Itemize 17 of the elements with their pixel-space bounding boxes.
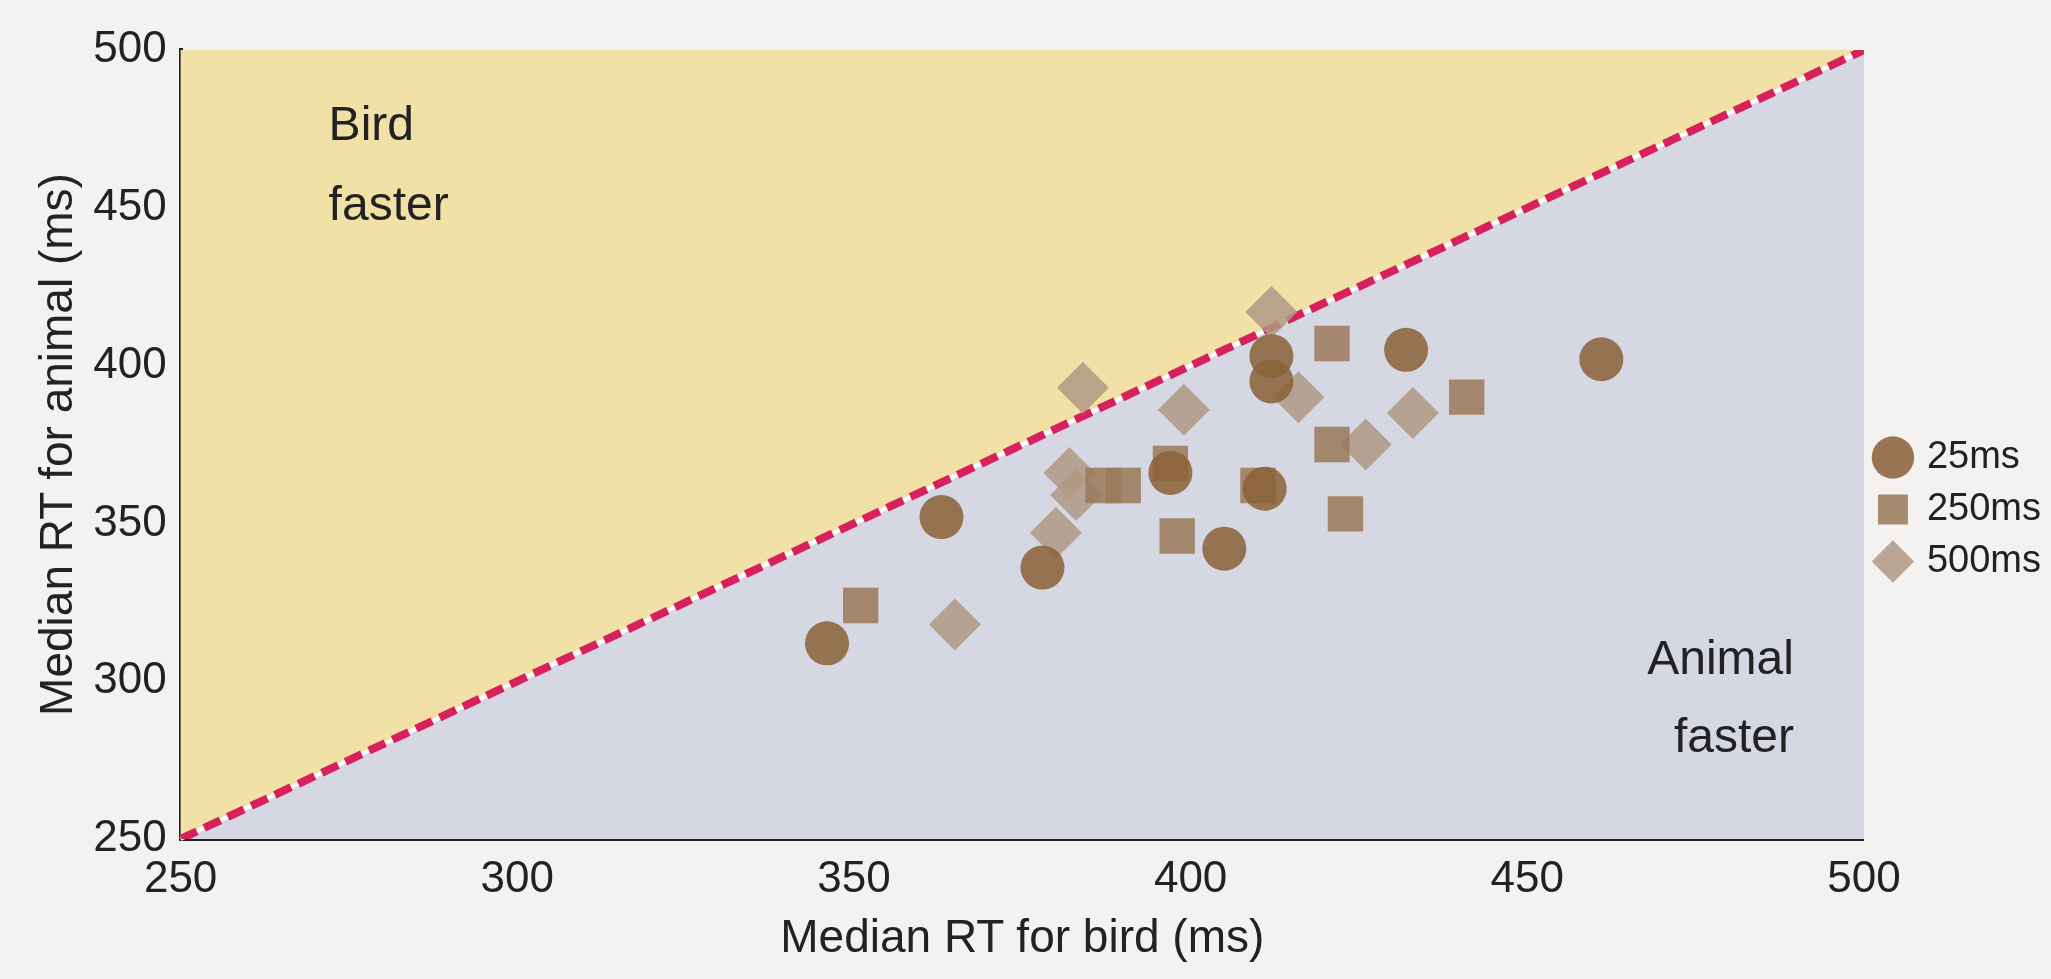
annotation: Animal faster (1647, 631, 1794, 762)
y-tick-label: 500 (93, 22, 167, 72)
y-tick-label: 300 (93, 653, 167, 703)
y-tick-label: 450 (93, 179, 167, 229)
x-axis-title: Median RT for bird (ms) (780, 910, 1265, 963)
x-tick-label: 500 (1827, 851, 1901, 901)
legend-label: 25ms (1926, 433, 2020, 476)
x-tick-label: 400 (1153, 851, 1228, 901)
x-tick-label: 300 (480, 851, 554, 901)
y-tick-label: 350 (93, 495, 167, 545)
x-tick-label: 350 (817, 851, 891, 901)
x-tick-label: 450 (1490, 851, 1564, 901)
legend-label: 250ms (1926, 485, 2042, 528)
y-axis-title: Median RT for animal (ms) (30, 173, 83, 716)
annotation: Bird faster (328, 97, 449, 230)
y-tick-label: 400 (93, 337, 167, 387)
legend-label: 500ms (1926, 537, 2042, 580)
